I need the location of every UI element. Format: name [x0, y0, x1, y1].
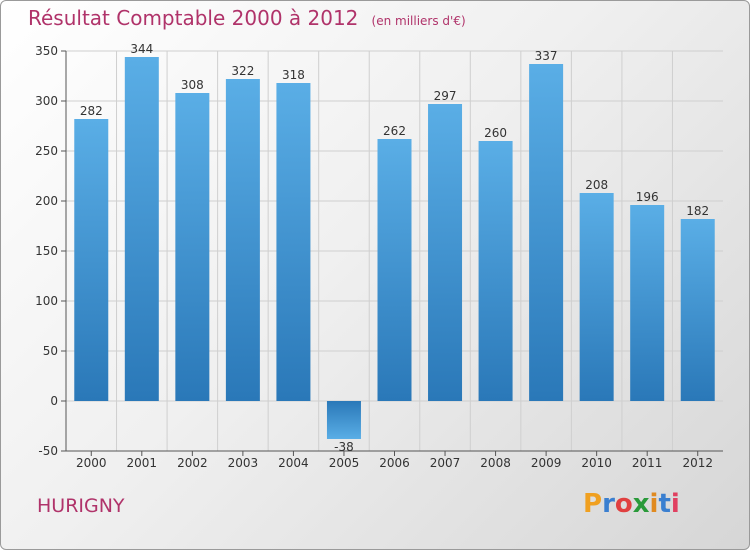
logo-letter: P: [583, 489, 603, 519]
data-label-2001: 344: [130, 42, 153, 56]
x-tick-label-2006: 2006: [379, 456, 410, 470]
bar-2010: [579, 193, 614, 401]
data-label-2005: -38: [334, 440, 354, 454]
x-tick-label-2001: 2001: [127, 456, 158, 470]
bar-2009: [529, 64, 564, 401]
y-tick-label: -50: [38, 444, 58, 458]
logo-letter: i: [649, 489, 659, 519]
data-label-2012: 182: [686, 204, 709, 218]
bar-2012: [680, 219, 715, 401]
x-tick-label-2003: 2003: [228, 456, 259, 470]
data-label-2004: 318: [282, 68, 305, 82]
y-tick-label: 350: [35, 44, 58, 58]
x-tick-label-2004: 2004: [278, 456, 309, 470]
bar-2006: [377, 139, 412, 401]
title-wrap: Résultat Comptable 2000 à 2012 (en milli…: [28, 6, 466, 30]
x-tick-label-2007: 2007: [430, 456, 461, 470]
x-tick-label-2000: 2000: [76, 456, 107, 470]
data-label-2010: 208: [585, 178, 608, 192]
x-tick-label-2009: 2009: [531, 456, 562, 470]
y-tick-label: 0: [50, 394, 58, 408]
bar-2002: [175, 93, 210, 401]
y-tick-label: 300: [35, 94, 58, 108]
y-tick-label: 100: [35, 294, 58, 308]
bar-layer: [74, 57, 715, 439]
x-tick-label-2010: 2010: [581, 456, 612, 470]
logo-letter: t: [658, 489, 671, 519]
y-tick-label: 50: [43, 344, 58, 358]
data-label-2009: 337: [535, 49, 558, 63]
x-tick-label-2012: 2012: [682, 456, 713, 470]
chart-subtitle: (en milliers d'€): [371, 14, 466, 28]
y-tick-label: 250: [35, 144, 58, 158]
bar-2000: [74, 119, 109, 401]
logo-letter: r: [602, 489, 615, 519]
data-label-2011: 196: [636, 190, 659, 204]
chart-title: Résultat Comptable 2000 à 2012: [28, 6, 359, 30]
proxiti-logo: Proxiti: [583, 489, 680, 519]
data-label-2000: 282: [80, 104, 103, 118]
data-label-2006: 262: [383, 124, 406, 138]
bar-2003: [225, 79, 260, 401]
data-label-2007: 297: [434, 89, 457, 103]
bar-2007: [428, 104, 463, 401]
data-label-2003: 322: [231, 64, 254, 78]
x-tick-label-2011: 2011: [632, 456, 663, 470]
data-label-2008: 260: [484, 126, 507, 140]
bar-2011: [630, 205, 665, 401]
bar-2008: [478, 141, 513, 401]
bar-2004: [276, 83, 311, 401]
x-tick-label-2002: 2002: [177, 456, 208, 470]
bar-2001: [124, 57, 159, 401]
x-tick-label-2008: 2008: [480, 456, 511, 470]
y-tick-label: 200: [35, 194, 58, 208]
x-tick-label-2005: 2005: [329, 456, 360, 470]
y-tick-label: 150: [35, 244, 58, 258]
label-layer: 282 344 308 322 318 -38 262 297 260 337 208 196 182: [80, 42, 709, 454]
logo-letter: o: [614, 489, 633, 519]
logo-letter: x: [632, 489, 650, 519]
axis-layer: -50 0 50 100 150 200 250 300 350 2000 2001 2002 2003…: [35, 44, 723, 470]
logo-letter: i: [670, 489, 680, 519]
bar-2005: [326, 401, 361, 439]
data-label-2002: 308: [181, 78, 204, 92]
commune-name: HURIGNY: [37, 495, 125, 517]
